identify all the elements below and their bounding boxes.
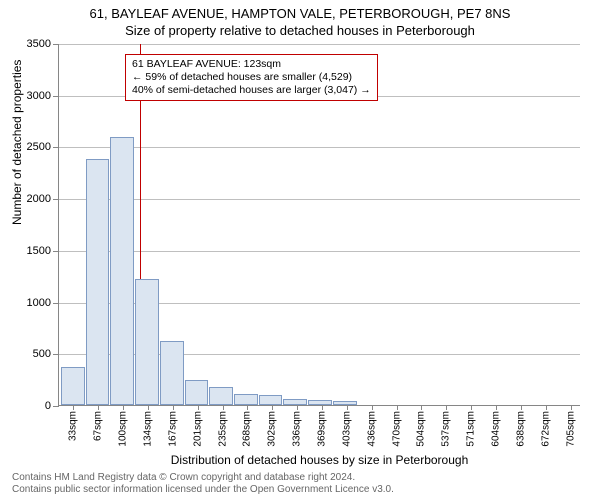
x-tick	[322, 405, 323, 410]
x-tick-label: 604sqm	[491, 411, 502, 447]
x-tick	[421, 405, 422, 410]
x-tick	[123, 405, 124, 410]
x-tick-label: 470sqm	[391, 411, 402, 447]
x-tick-label: 537sqm	[441, 411, 452, 447]
bar	[209, 387, 233, 405]
x-tick-label: 302sqm	[267, 411, 278, 447]
footer-attribution: Contains HM Land Registry data © Crown c…	[12, 472, 394, 496]
bar	[160, 341, 184, 405]
x-tick	[347, 405, 348, 410]
chart-title-line1: 61, BAYLEAF AVENUE, HAMPTON VALE, PETERB…	[0, 0, 600, 21]
x-tick	[546, 405, 547, 410]
x-tick	[471, 405, 472, 410]
x-tick-label: 201sqm	[192, 411, 203, 447]
x-tick	[521, 405, 522, 410]
x-tick-label: 571sqm	[466, 411, 477, 447]
x-tick-label: 100sqm	[118, 411, 129, 447]
y-tick-label: 0	[45, 400, 51, 412]
x-tick-label: 336sqm	[292, 411, 303, 447]
x-tick-label: 235sqm	[217, 411, 228, 447]
bars-container	[59, 44, 580, 405]
x-tick	[272, 405, 273, 410]
x-tick-label: 403sqm	[341, 411, 352, 447]
y-tick-label: 2000	[27, 193, 51, 205]
x-tick	[571, 405, 572, 410]
footer-line2: Contains public sector information licen…	[12, 484, 394, 496]
y-tick-label: 1000	[27, 297, 51, 309]
bar	[283, 399, 307, 405]
x-tick	[98, 405, 99, 410]
x-tick	[496, 405, 497, 410]
bar	[308, 400, 332, 405]
chart-title-line2: Size of property relative to detached ho…	[0, 21, 600, 38]
bar	[61, 367, 85, 405]
x-tick-label: 672sqm	[540, 411, 551, 447]
x-tick	[446, 405, 447, 410]
x-tick	[148, 405, 149, 410]
x-tick	[73, 405, 74, 410]
chart-plot-area: 050010001500200025003000350033sqm67sqm10…	[58, 44, 580, 406]
x-tick	[372, 405, 373, 410]
x-axis-title: Distribution of detached houses by size …	[59, 453, 580, 467]
x-tick	[247, 405, 248, 410]
y-axis-title: Number of detached properties	[10, 60, 24, 225]
footer-line1: Contains HM Land Registry data © Crown c…	[12, 472, 394, 484]
x-tick-label: 33sqm	[68, 411, 79, 441]
x-tick-label: 369sqm	[317, 411, 328, 447]
bar	[234, 394, 258, 405]
x-tick	[397, 405, 398, 410]
x-tick-label: 67sqm	[93, 411, 104, 441]
y-tick-label: 500	[33, 348, 51, 360]
bar	[135, 279, 159, 405]
bar	[259, 395, 283, 405]
x-tick-label: 705sqm	[565, 411, 576, 447]
bar	[185, 380, 209, 405]
x-tick-label: 167sqm	[167, 411, 178, 447]
bar	[86, 159, 110, 405]
x-tick-label: 436sqm	[366, 411, 377, 447]
x-tick	[198, 405, 199, 410]
x-tick-label: 638sqm	[515, 411, 526, 447]
y-tick	[53, 406, 59, 407]
x-tick	[297, 405, 298, 410]
x-tick-label: 504sqm	[416, 411, 427, 447]
x-tick-label: 268sqm	[242, 411, 253, 447]
x-tick	[223, 405, 224, 410]
y-tick-label: 3500	[27, 38, 51, 50]
x-tick	[173, 405, 174, 410]
bar	[333, 401, 357, 405]
y-tick-label: 3000	[27, 90, 51, 102]
x-tick-label: 134sqm	[143, 411, 154, 447]
y-tick-label: 2500	[27, 141, 51, 153]
y-tick-label: 1500	[27, 245, 51, 257]
bar	[110, 137, 134, 405]
